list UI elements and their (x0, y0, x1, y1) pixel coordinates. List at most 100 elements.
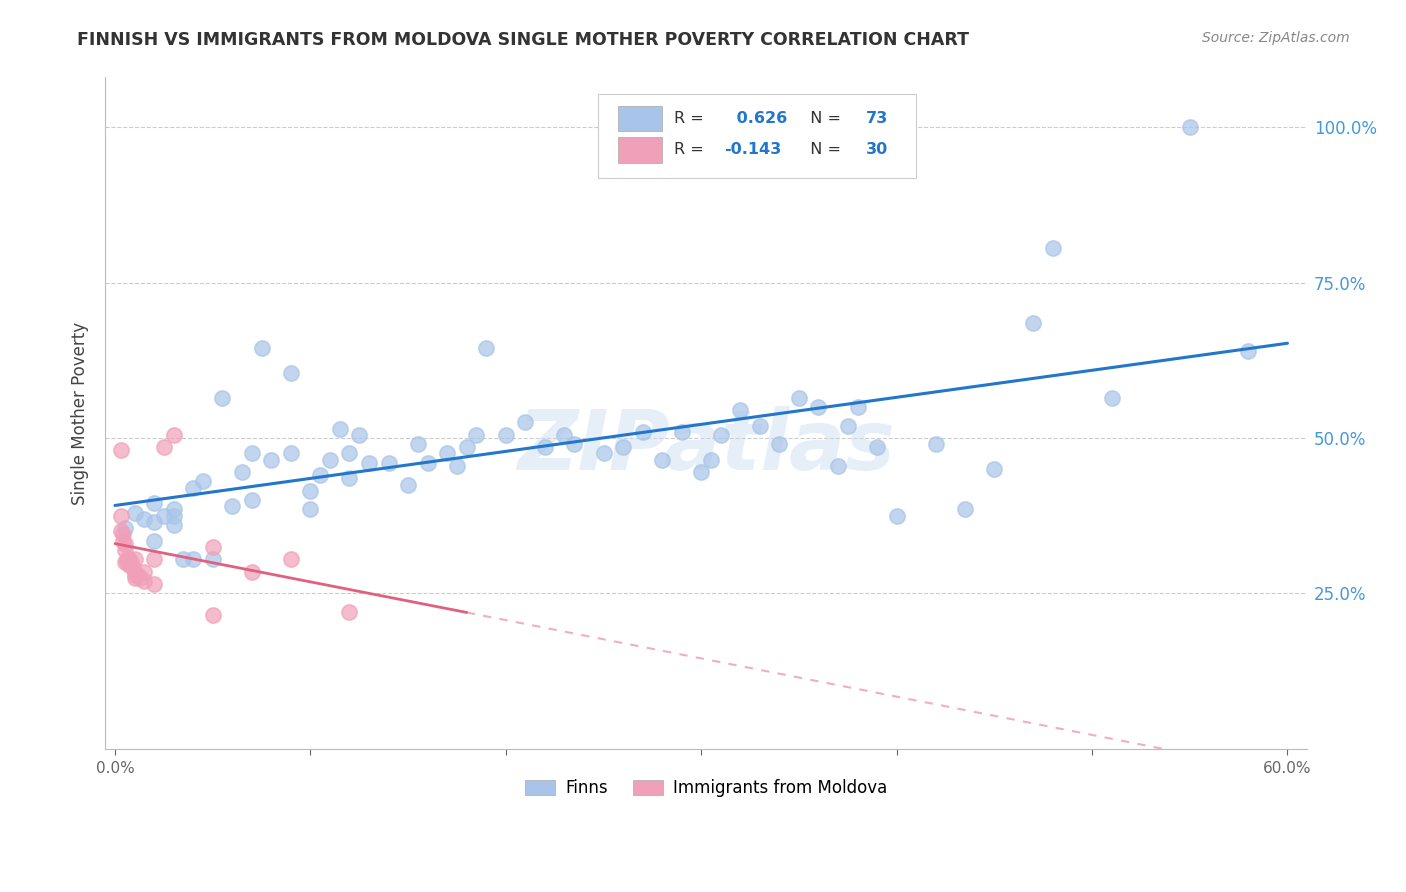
Point (127, 567, 149, 582)
Point (172, 552, 194, 566)
Point (339, 446, 361, 460)
Point (181, 552, 204, 566)
Point (114, 536, 136, 550)
Point (201, 540, 224, 554)
Point (240, 565, 263, 579)
Point (436, 446, 458, 460)
FancyBboxPatch shape (619, 137, 662, 162)
Point (787, 391, 810, 405)
Point (329, 422, 352, 436)
Point (465, 427, 488, 442)
Point (153, 508, 176, 523)
Point (181, 481, 204, 495)
Text: N =: N = (800, 143, 846, 158)
Point (983, 462, 1005, 476)
Point (201, 552, 224, 566)
Point (357, 456, 380, 470)
Point (143, 515, 166, 529)
Point (846, 400, 869, 414)
Point (299, 502, 322, 516)
Point (129, 571, 152, 585)
Point (837, 418, 859, 433)
Point (339, 471, 361, 485)
Point (124, 567, 146, 582)
Point (1042, 241, 1064, 255)
Point (115, 555, 138, 569)
Point (562, 437, 585, 451)
Point (280, 552, 302, 566)
Point (319, 452, 342, 467)
Point (134, 565, 156, 579)
Point (651, 452, 673, 467)
Point (114, 521, 136, 535)
Point (827, 458, 849, 473)
Point (250, 341, 273, 355)
Point (118, 552, 141, 566)
Point (886, 508, 908, 523)
Point (866, 440, 889, 454)
Point (416, 456, 439, 470)
Point (115, 552, 138, 566)
Point (114, 555, 136, 569)
Point (240, 493, 263, 508)
Point (191, 475, 214, 489)
Point (475, 341, 498, 355)
Point (377, 456, 399, 470)
Text: -0.143: -0.143 (724, 143, 782, 158)
Point (162, 427, 184, 442)
Point (153, 440, 176, 454)
Point (120, 555, 142, 569)
Point (807, 400, 830, 414)
Text: Source: ZipAtlas.com: Source: ZipAtlas.com (1202, 31, 1350, 45)
Point (349, 427, 371, 442)
Point (110, 508, 132, 523)
Point (211, 391, 233, 405)
Point (671, 425, 693, 439)
Point (612, 440, 634, 454)
Text: N =: N = (800, 111, 846, 126)
Point (110, 524, 132, 538)
Point (280, 446, 302, 460)
Point (201, 608, 224, 623)
Point (406, 437, 429, 451)
FancyBboxPatch shape (598, 95, 917, 178)
Point (124, 552, 146, 566)
Point (121, 561, 143, 575)
Point (953, 502, 976, 516)
Point (134, 574, 156, 588)
Point (110, 443, 132, 458)
Point (309, 468, 332, 483)
Text: 0.626: 0.626 (731, 111, 787, 126)
Point (553, 427, 575, 442)
Point (456, 440, 478, 454)
Point (162, 518, 184, 533)
Point (730, 403, 752, 417)
Point (124, 571, 146, 585)
Point (240, 446, 263, 460)
Point (143, 552, 166, 566)
Point (1237, 343, 1260, 358)
Point (221, 500, 243, 514)
Point (280, 366, 302, 380)
Point (299, 483, 322, 498)
Point (143, 533, 166, 548)
Point (231, 465, 253, 479)
Point (495, 427, 517, 442)
Point (260, 452, 283, 467)
FancyBboxPatch shape (619, 105, 662, 131)
Point (534, 440, 557, 454)
Text: 30: 30 (866, 143, 889, 158)
Text: 73: 73 (866, 111, 889, 126)
Point (748, 418, 770, 433)
Point (446, 458, 468, 473)
Point (1101, 391, 1123, 405)
Point (1178, 120, 1201, 135)
Point (118, 558, 141, 573)
Point (111, 533, 134, 548)
Point (925, 437, 948, 451)
Point (134, 512, 156, 526)
Point (515, 416, 537, 430)
Point (592, 446, 614, 460)
Text: R =: R = (673, 143, 709, 158)
Point (631, 425, 654, 439)
